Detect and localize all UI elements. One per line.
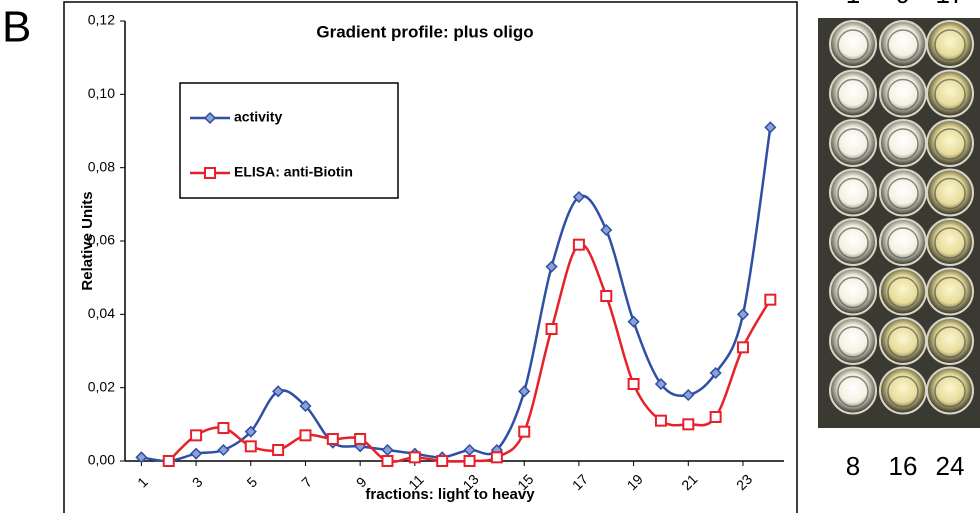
marker bbox=[272, 444, 285, 456]
marker bbox=[463, 443, 476, 457]
marker bbox=[381, 443, 394, 457]
y-tick-label: 0,04 bbox=[88, 305, 115, 321]
marker bbox=[190, 429, 203, 442]
well-inner bbox=[934, 78, 966, 111]
well-inner bbox=[837, 177, 869, 210]
marker bbox=[545, 260, 558, 273]
y-tick-label: 0,12 bbox=[88, 12, 115, 28]
plate-top-label: 1 bbox=[846, 0, 860, 9]
panel-label: B bbox=[2, 3, 31, 52]
x-tick-label: 5 bbox=[243, 474, 260, 491]
legend-label: ELISA: anti-Biotin bbox=[234, 164, 353, 180]
well-inner bbox=[837, 78, 869, 111]
x-axis-title: fractions: light to heavy bbox=[365, 486, 535, 503]
marker bbox=[600, 290, 613, 302]
legend-label: activity bbox=[234, 109, 282, 125]
well-inner bbox=[887, 276, 919, 309]
well-inner bbox=[837, 326, 869, 358]
plate-bottom-label: 8 bbox=[846, 451, 860, 481]
marker bbox=[299, 399, 312, 413]
marker bbox=[627, 315, 640, 328]
x-tick-label: 23 bbox=[733, 471, 755, 493]
x-tick-label: 19 bbox=[624, 471, 646, 493]
legend-box bbox=[179, 82, 399, 199]
marker bbox=[518, 385, 531, 398]
well-inner bbox=[934, 276, 966, 309]
marker bbox=[203, 111, 217, 125]
well-inner bbox=[934, 326, 966, 358]
marker bbox=[682, 418, 695, 431]
marker bbox=[408, 451, 421, 464]
y-axis-title: Relative Units bbox=[79, 191, 96, 290]
x-tick-label: 17 bbox=[569, 471, 591, 493]
well-inner bbox=[887, 227, 919, 259]
y-tick-label: 0,06 bbox=[88, 232, 115, 248]
well-inner bbox=[887, 128, 919, 160]
y-tick-label: 0,02 bbox=[88, 378, 115, 394]
marker bbox=[162, 455, 175, 467]
marker bbox=[436, 455, 449, 467]
marker bbox=[244, 440, 257, 453]
x-tick-label: 3 bbox=[189, 474, 206, 491]
marker bbox=[299, 429, 312, 442]
well-inner bbox=[837, 276, 869, 309]
marker bbox=[627, 378, 640, 390]
y-tick-label: 0,00 bbox=[88, 452, 115, 468]
marker bbox=[204, 167, 216, 179]
marker bbox=[217, 443, 230, 457]
marker bbox=[764, 293, 777, 306]
marker bbox=[545, 323, 558, 335]
well-inner bbox=[837, 29, 869, 61]
marker bbox=[736, 341, 749, 354]
well-inner bbox=[934, 227, 966, 259]
y-tick-label: 0,10 bbox=[88, 85, 115, 101]
marker bbox=[654, 414, 667, 427]
marker bbox=[654, 377, 668, 391]
well-inner bbox=[934, 29, 966, 61]
x-tick-label: 7 bbox=[298, 474, 315, 491]
marker bbox=[354, 433, 367, 445]
marker bbox=[272, 385, 285, 398]
plate-top-label: 9 bbox=[896, 0, 910, 9]
well-inner bbox=[934, 177, 966, 210]
marker bbox=[709, 411, 722, 423]
well-inner bbox=[887, 177, 919, 210]
chart-frame bbox=[63, 1, 798, 513]
marker bbox=[736, 308, 750, 321]
well-inner bbox=[934, 375, 966, 408]
plate-bottom-label: 24 bbox=[936, 451, 965, 481]
y-tick-label: 0,08 bbox=[88, 158, 115, 174]
x-tick-label: 21 bbox=[678, 471, 700, 493]
well-inner bbox=[934, 128, 966, 160]
marker bbox=[764, 121, 777, 134]
marker bbox=[490, 451, 503, 464]
marker bbox=[600, 223, 613, 237]
marker bbox=[518, 425, 531, 438]
marker bbox=[135, 451, 148, 464]
marker bbox=[190, 447, 203, 460]
plate bbox=[829, 20, 974, 415]
well-inner bbox=[837, 128, 869, 160]
marker bbox=[217, 422, 230, 434]
marker bbox=[244, 425, 257, 438]
marker bbox=[709, 366, 722, 380]
well-inner bbox=[887, 78, 919, 111]
plate-top-label: 17 bbox=[936, 0, 965, 9]
marker bbox=[326, 433, 339, 445]
well-inner bbox=[837, 227, 869, 259]
chart-title: Gradient profile: plus oligo bbox=[316, 22, 533, 41]
marker bbox=[463, 455, 476, 467]
marker bbox=[572, 238, 585, 251]
well-inner bbox=[887, 326, 919, 358]
marker bbox=[682, 388, 695, 402]
marker bbox=[572, 190, 585, 204]
well-inner bbox=[837, 375, 869, 408]
plate-bottom-label: 16 bbox=[889, 451, 918, 481]
well-inner bbox=[887, 29, 919, 61]
well-inner bbox=[887, 375, 919, 408]
marker bbox=[381, 455, 394, 467]
x-tick-label: 1 bbox=[134, 474, 151, 491]
series-line bbox=[167, 242, 772, 463]
